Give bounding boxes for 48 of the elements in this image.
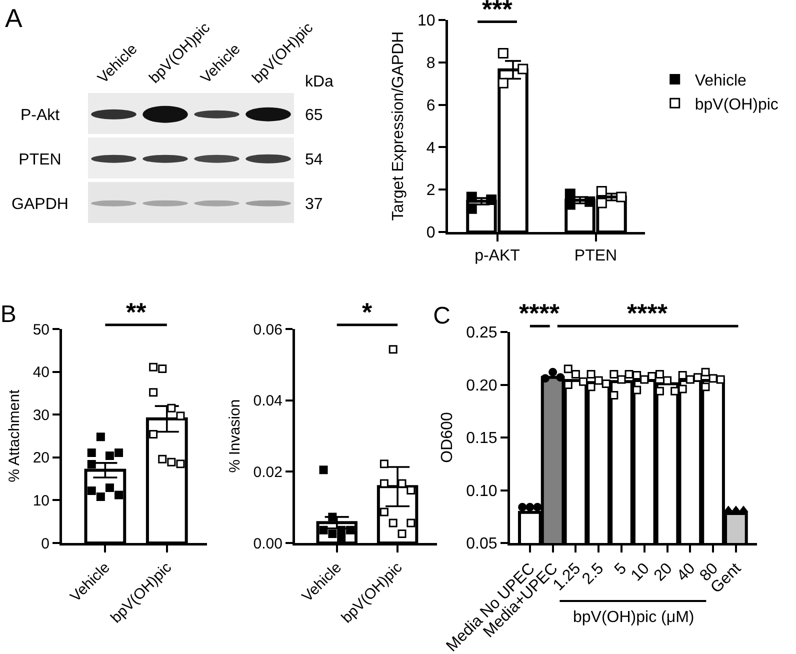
- y-tick-label: 4: [426, 140, 436, 157]
- chart-title: B: [0, 300, 16, 328]
- y-tick-label: 2: [426, 182, 436, 200]
- y-tick-label: 0.20: [466, 377, 498, 394]
- text: A: [5, 3, 23, 33]
- category-label: 54: [305, 152, 323, 168]
- x-tick-label: 40: [674, 560, 699, 585]
- y-tick-label: 0.00: [253, 535, 282, 552]
- chart-title: C: [433, 302, 451, 330]
- category-label: GAPDH: [12, 196, 68, 213]
- y-tick-label: 0: [426, 224, 436, 242]
- y-axis-title: % Attachment: [6, 388, 23, 482]
- y-tick-label: 0.25: [466, 324, 498, 342]
- y-tick-label: 10: [32, 492, 50, 510]
- y-tick-label: 0.10: [466, 482, 498, 500]
- x-axis-title: bpV(OH)pic (μM): [573, 609, 694, 626]
- x-tick-label: 5: [612, 560, 630, 578]
- category-label: 65: [305, 107, 323, 124]
- y-tick-label: 0: [41, 535, 50, 552]
- text: *: [362, 297, 373, 327]
- text: ****: [519, 298, 560, 328]
- y-tick-label: 10: [418, 12, 436, 30]
- y-tick-label: 6: [426, 97, 436, 114]
- text: ****: [627, 298, 668, 328]
- y-tick-label: 30: [32, 406, 50, 424]
- x-tick-label: 20: [651, 560, 676, 585]
- y-axis-title: OD600: [438, 412, 456, 463]
- legend-label: bpV(OH)pic: [694, 96, 778, 114]
- y-axis-title: Target Expression/GAPDH: [390, 31, 408, 221]
- y-tick-label: 0.02: [253, 464, 282, 481]
- y-tick-label: 0.05: [466, 536, 498, 553]
- text: **: [126, 297, 148, 327]
- category-label: PTEN: [18, 152, 62, 168]
- y-tick-label: 20: [32, 450, 50, 467]
- y-axis-title: % Invasion: [226, 399, 244, 473]
- x-tick-label: p-AKT: [474, 248, 520, 265]
- x-tick-label: 2.5: [579, 560, 608, 588]
- annotation: ***: [482, 0, 514, 24]
- y-tick-label: 0.04: [253, 392, 282, 410]
- y-tick-label: 40: [32, 364, 50, 382]
- x-tick-label: 10: [628, 560, 653, 585]
- y-tick-label: 50: [32, 321, 50, 338]
- category-label: P-Akt: [20, 107, 60, 124]
- y-tick-label: 0.06: [253, 321, 282, 338]
- y-tick-label: 0.15: [466, 430, 498, 448]
- legend-label: Vehicle: [694, 72, 747, 90]
- y-tick-label: 8: [426, 55, 436, 72]
- category-label: 37: [305, 196, 323, 213]
